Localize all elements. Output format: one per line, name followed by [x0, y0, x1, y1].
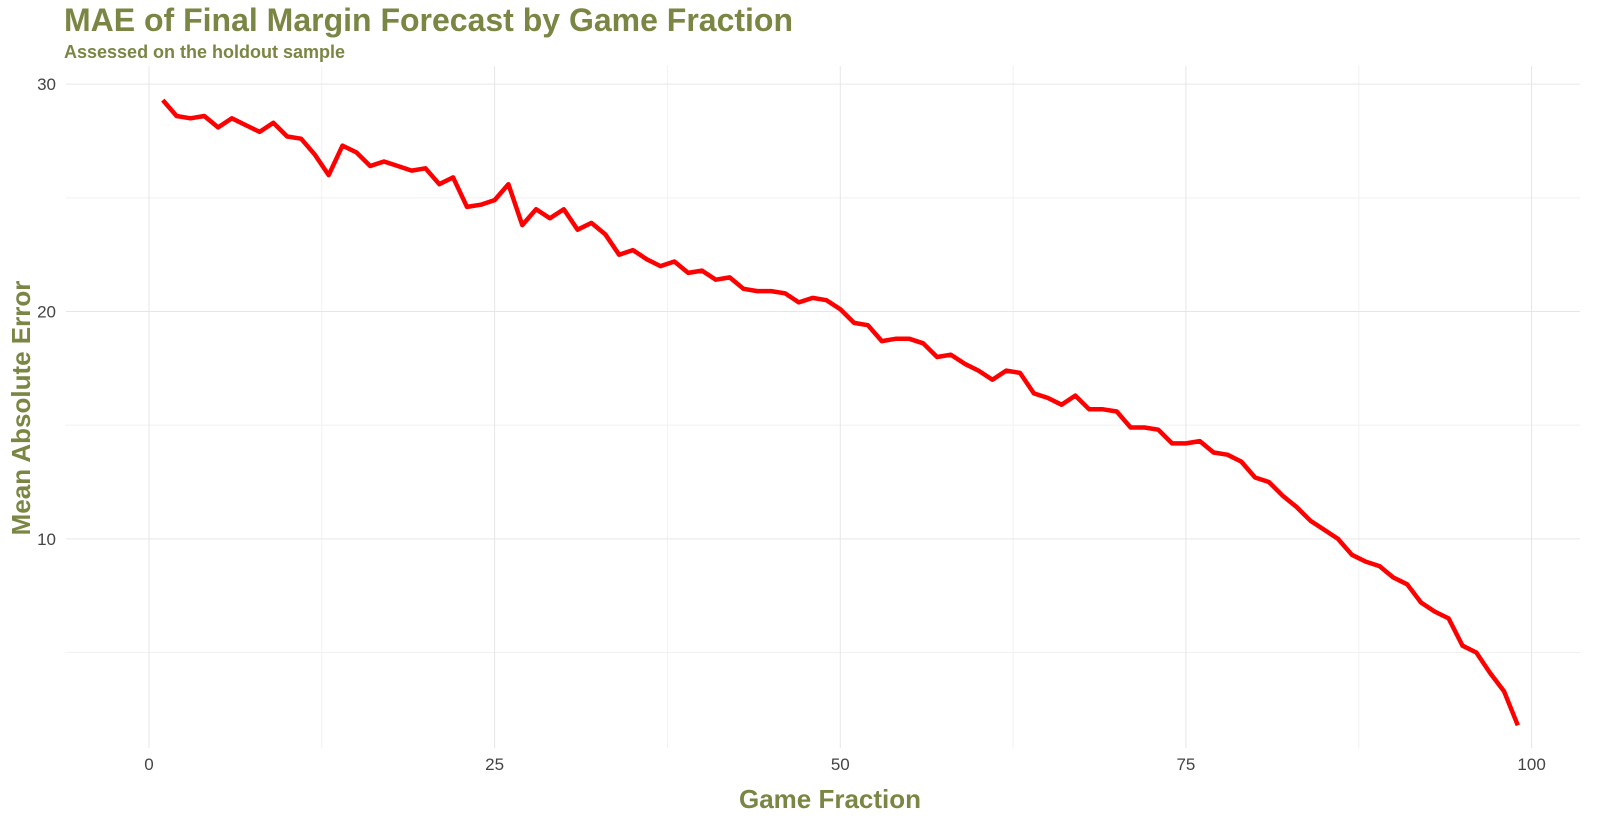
chart-title: MAE of Final Margin Forecast by Game Fra… — [64, 2, 794, 38]
x-tick-label: 0 — [144, 755, 153, 774]
y-tick-label: 20 — [37, 303, 56, 322]
series-layer — [161, 98, 1520, 727]
series-line — [161, 98, 1520, 727]
y-tick-label: 10 — [37, 530, 56, 549]
y-axis-label: Mean Absolute Error — [6, 281, 36, 536]
major-gridlines — [66, 66, 1580, 748]
x-tick-label: 100 — [1517, 755, 1545, 774]
chart-subtitle: Assessed on the holdout sample — [64, 42, 346, 62]
minor-gridlines — [66, 66, 1580, 748]
x-tick-label: 75 — [1176, 755, 1195, 774]
tick-labels: 0 25 50 75 100 10 20 30 — [37, 75, 1546, 774]
x-tick-label: 25 — [485, 755, 504, 774]
x-tick-label: 50 — [831, 755, 850, 774]
y-tick-label: 30 — [37, 75, 56, 94]
x-axis-label: Game Fraction — [739, 784, 921, 814]
